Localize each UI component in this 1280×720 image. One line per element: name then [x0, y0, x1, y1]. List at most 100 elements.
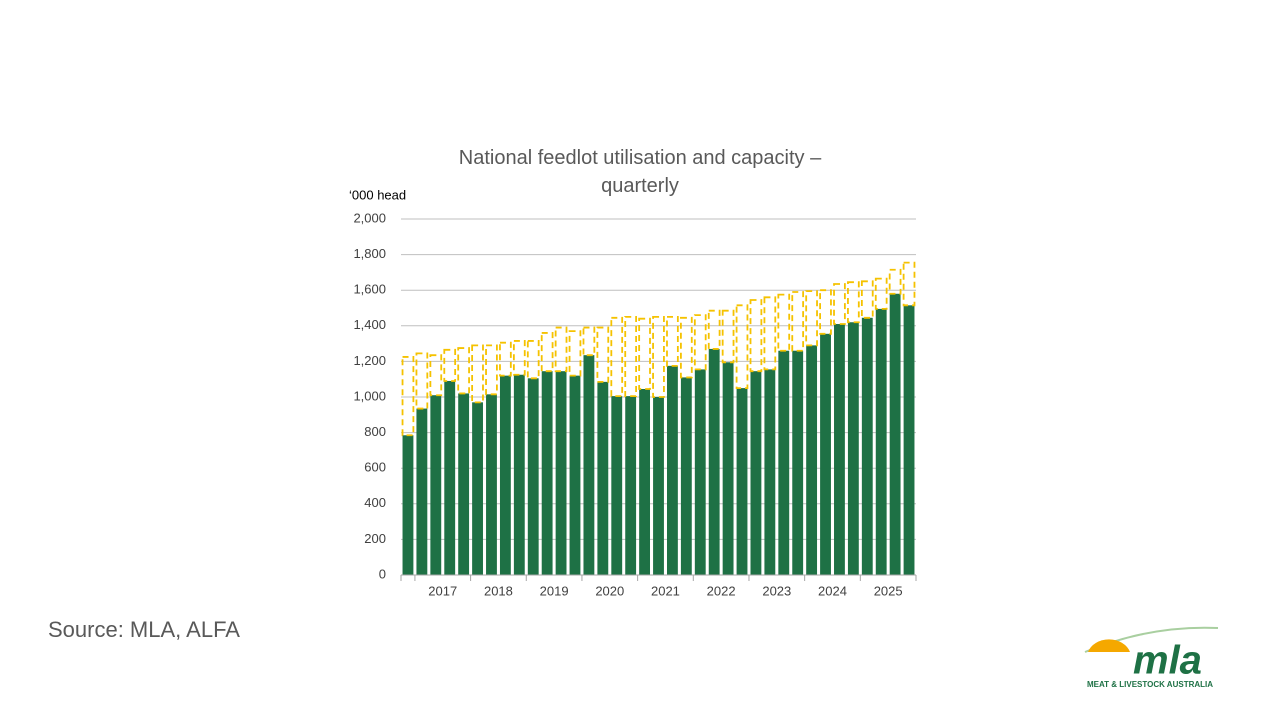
bar: [874, 277, 888, 310]
x-tick-label: 2020: [595, 583, 624, 598]
bar: [430, 395, 442, 575]
bar: [833, 283, 846, 325]
bar: [499, 375, 511, 575]
bar: [889, 293, 901, 575]
bar: [860, 280, 874, 319]
bar: [540, 332, 554, 373]
source-note: Source: MLA, ALFA: [48, 617, 240, 642]
bar: [485, 344, 498, 396]
bar: [624, 315, 637, 398]
logo-wordmark: mla: [1133, 639, 1202, 683]
bar: [472, 402, 483, 575]
bar: [819, 289, 832, 335]
bar: [694, 369, 706, 575]
bar: [583, 355, 595, 575]
chart-title: National feedlot utilisation and capacit…: [458, 147, 822, 197]
bar: [805, 290, 818, 347]
bar: [721, 309, 735, 364]
bar: [693, 314, 707, 371]
bar: [735, 304, 749, 389]
bar: [820, 333, 831, 575]
bar: [471, 344, 484, 404]
bar: [778, 350, 790, 575]
bar: [568, 330, 582, 377]
x-tick-label: 2017: [428, 583, 457, 598]
bar: [792, 350, 804, 575]
bar: [806, 345, 818, 575]
bar: [401, 356, 415, 437]
bar: [666, 315, 679, 367]
bar: [457, 347, 470, 395]
bar: [527, 378, 539, 575]
bar: [486, 394, 497, 575]
logo: mla MEAT & LIVESTOCK AUSTRALIA: [1084, 626, 1219, 689]
bar: [749, 299, 763, 373]
y-tick-label: 200: [364, 531, 386, 546]
bar: [444, 380, 456, 575]
x-tick-label: 2021: [651, 583, 680, 598]
bar: [526, 340, 540, 380]
x-tick-label: 2024: [818, 583, 847, 598]
bar: [736, 388, 748, 575]
y-tick-label: 800: [364, 424, 386, 439]
y-tick-label: 1,400: [353, 317, 386, 332]
bar: [875, 308, 887, 575]
bar: [708, 348, 720, 575]
bar: [402, 435, 414, 575]
bar: [680, 377, 692, 575]
bar: [847, 281, 860, 324]
bar: [639, 388, 651, 575]
bar: [415, 352, 429, 410]
bar: [791, 291, 805, 352]
y-tick-label: 2,000: [353, 210, 386, 225]
bar: [764, 369, 776, 575]
logo-sun: [1088, 639, 1130, 652]
bar: [416, 408, 428, 575]
x-tick-label: 2025: [874, 583, 903, 598]
bar: [499, 341, 512, 377]
bar: [569, 375, 581, 575]
logo-tagline: MEAT & LIVESTOCK AUSTRALIA: [1087, 680, 1213, 689]
y-axis-label: ‘000 head: [349, 187, 406, 202]
x-tick-label: 2022: [707, 583, 736, 598]
y-tick-label: 1,200: [353, 353, 386, 368]
bar: [541, 371, 553, 575]
bar: [680, 316, 693, 379]
y-tick-label: 1,800: [353, 246, 386, 261]
bar: [847, 322, 859, 575]
bar: [902, 261, 916, 307]
bar: [722, 362, 734, 575]
bar: [625, 396, 637, 575]
bar: [554, 326, 568, 373]
y-tick-label: 1,600: [353, 282, 386, 297]
x-tick-label: 2023: [762, 583, 791, 598]
y-tick-label: 1,000: [353, 388, 386, 403]
y-tick-label: 0: [379, 566, 386, 581]
bar: [652, 315, 665, 398]
x-tick-label: 2018: [484, 583, 513, 598]
bar: [763, 296, 777, 371]
bar: [611, 396, 623, 575]
bar: [888, 268, 902, 295]
bar: [458, 393, 470, 575]
bar: [610, 316, 624, 398]
bar: [834, 324, 845, 575]
bar: [596, 326, 610, 383]
bar: [653, 397, 664, 575]
bar: [555, 371, 567, 575]
x-tick-label: 2019: [540, 583, 569, 598]
bar: [429, 354, 443, 397]
bar: [666, 365, 678, 575]
bar: [861, 317, 873, 575]
bar: [638, 317, 651, 390]
bar: [777, 293, 791, 352]
bar: [512, 340, 526, 376]
bar: [513, 374, 525, 575]
bar: [582, 326, 596, 357]
y-tick-label: 400: [364, 495, 386, 510]
bar: [443, 348, 457, 382]
bar: [750, 371, 762, 575]
y-tick-label: 600: [364, 460, 386, 475]
